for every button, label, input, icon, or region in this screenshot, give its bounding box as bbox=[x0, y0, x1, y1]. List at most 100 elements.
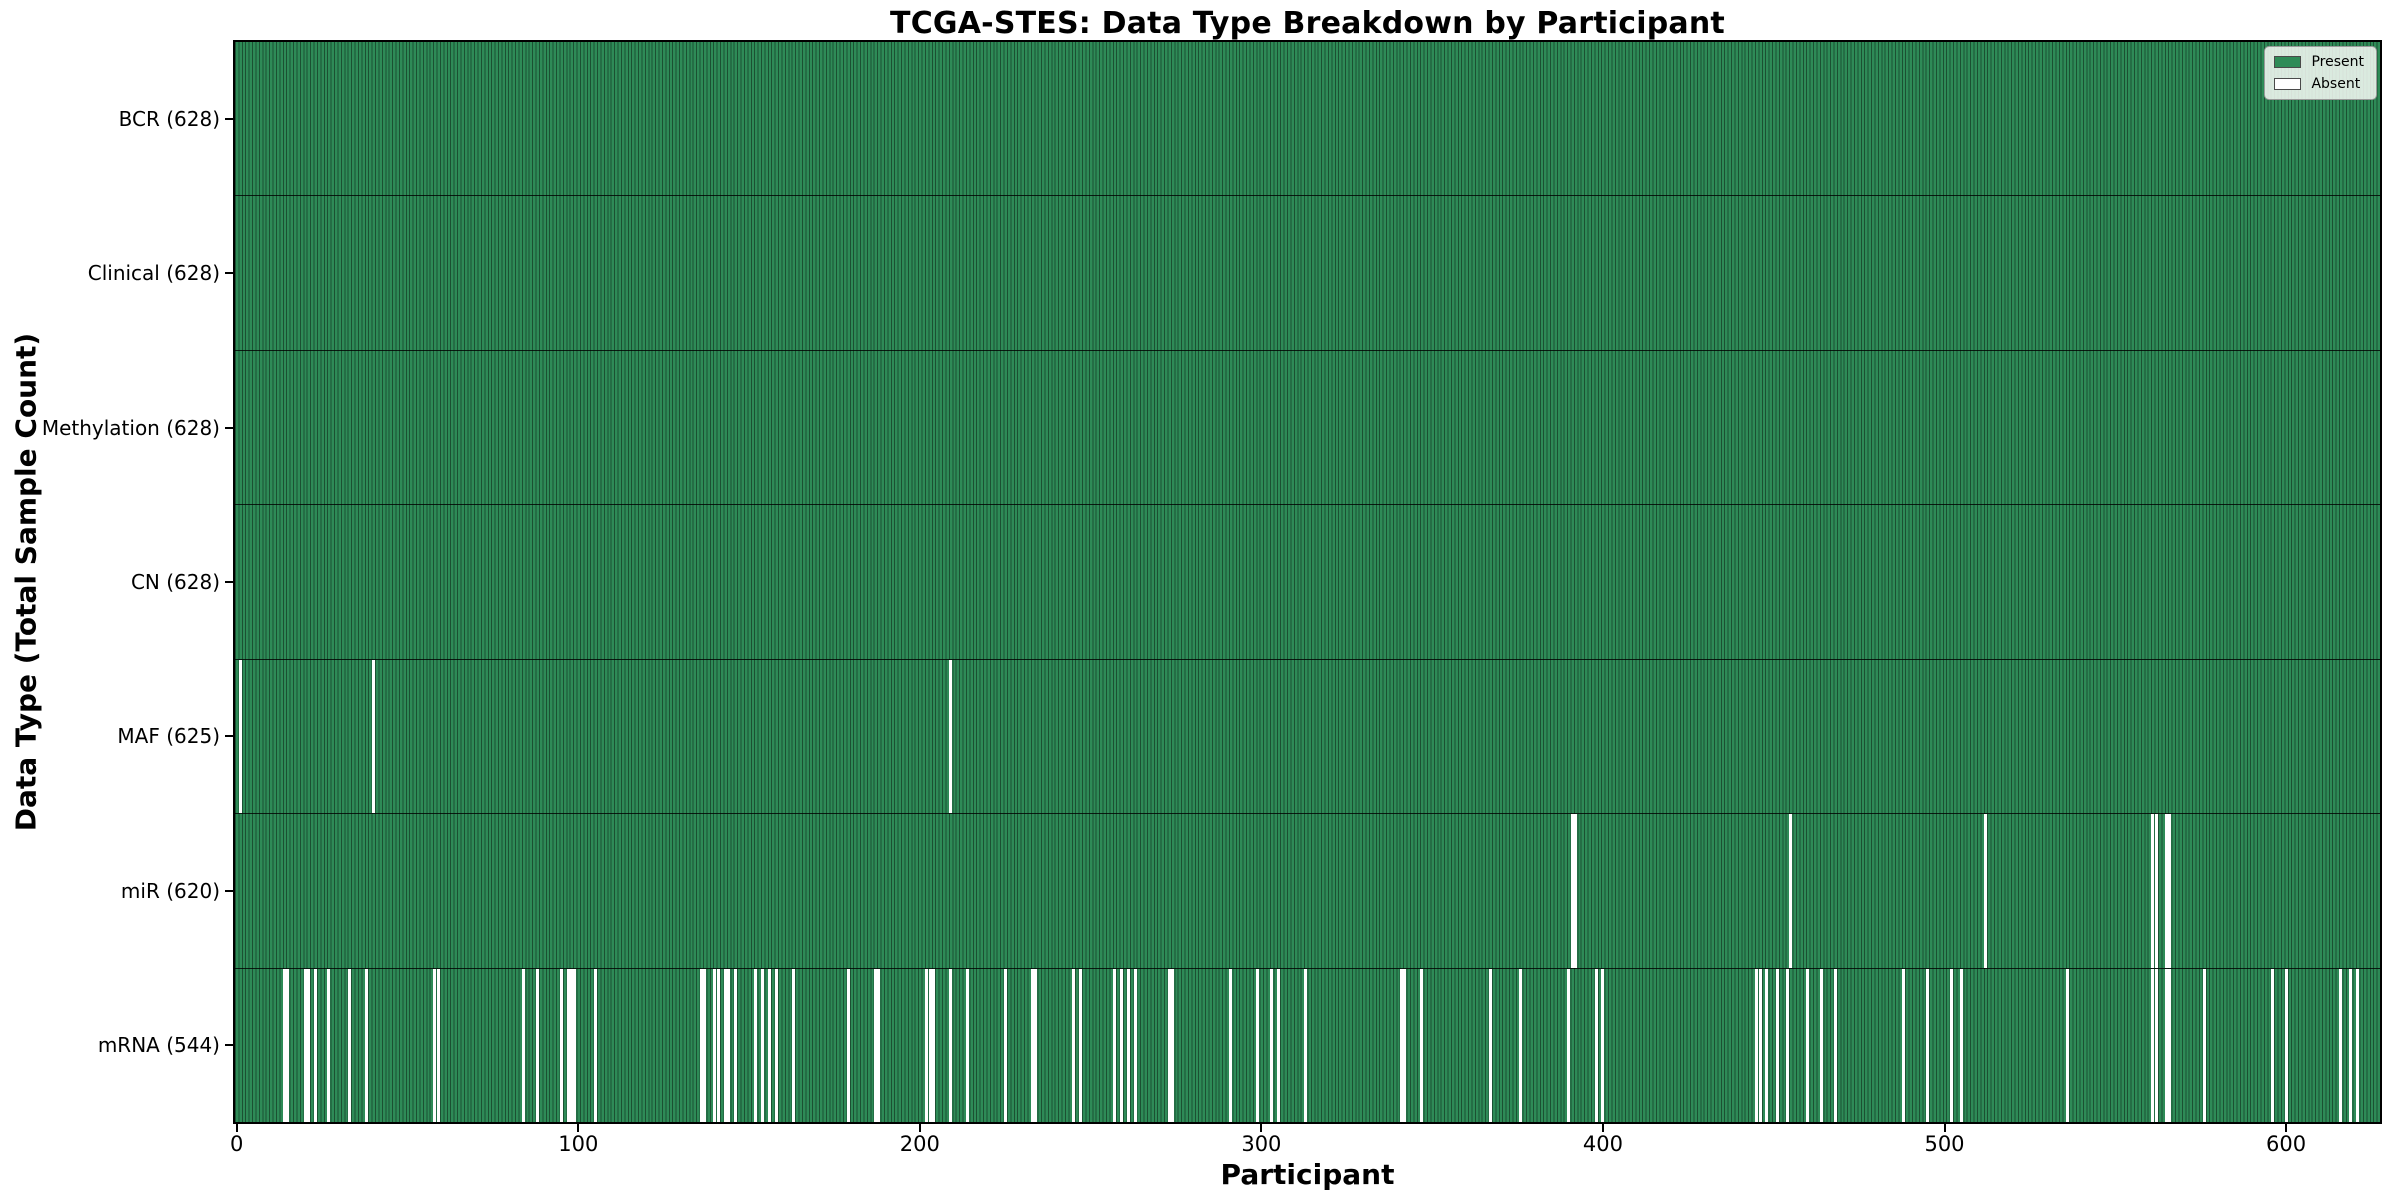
absent-marker bbox=[1078, 968, 1082, 1122]
absent-marker bbox=[877, 968, 881, 1122]
absent-marker bbox=[2168, 814, 2172, 968]
absent-marker bbox=[727, 968, 731, 1122]
plot-area bbox=[233, 40, 2382, 1124]
absent-marker bbox=[2349, 968, 2353, 1122]
x-tick-mark bbox=[1601, 1124, 1604, 1132]
y-tick-mark bbox=[225, 272, 233, 275]
y-tick-label-MAF: MAF (625) bbox=[117, 724, 220, 749]
absent-marker bbox=[1171, 968, 1175, 1122]
absent-marker bbox=[238, 659, 242, 814]
row-CN bbox=[235, 504, 2380, 658]
y-tick-mark bbox=[225, 581, 233, 583]
row-Methylation bbox=[235, 349, 2380, 504]
absent-marker bbox=[2202, 968, 2206, 1122]
x-tick-label: 400 bbox=[1582, 1132, 1623, 1156]
legend: Present Absent bbox=[2264, 46, 2377, 100]
absent-marker bbox=[723, 968, 727, 1122]
absent-marker bbox=[1775, 968, 1779, 1122]
absent-marker bbox=[2339, 968, 2343, 1122]
absent-marker bbox=[966, 968, 970, 1122]
x-tick-mark bbox=[2285, 1124, 2288, 1132]
absent-marker bbox=[2270, 968, 2274, 1122]
absent-marker bbox=[1785, 968, 1789, 1122]
x-tick-label: 0 bbox=[230, 1132, 244, 1156]
absent-marker bbox=[1229, 968, 1233, 1122]
absent-marker bbox=[433, 968, 437, 1122]
absent-marker bbox=[1902, 968, 1905, 1122]
y-tick-label-miR: miR (620) bbox=[120, 878, 220, 903]
absent-marker bbox=[347, 968, 351, 1122]
absent-marker bbox=[1420, 968, 1424, 1122]
absent-marker bbox=[2151, 814, 2155, 968]
absent-marker bbox=[1113, 968, 1116, 1122]
absent-marker bbox=[1519, 968, 1523, 1122]
x-tick-label: 200 bbox=[899, 1132, 940, 1156]
absent-marker bbox=[1755, 968, 1759, 1122]
rows-container bbox=[235, 42, 2380, 1122]
absent-marker bbox=[2168, 968, 2172, 1122]
row-MAF bbox=[235, 658, 2380, 814]
absent-marker bbox=[1072, 968, 1076, 1122]
absent-marker bbox=[1574, 814, 1578, 968]
absent-marker bbox=[371, 659, 375, 814]
absent-marker bbox=[931, 968, 935, 1122]
legend-label-present: Present bbox=[2311, 54, 2364, 70]
absent-marker bbox=[873, 968, 877, 1122]
present-swatch bbox=[2274, 56, 2302, 68]
absent-marker bbox=[1594, 968, 1598, 1122]
absent-marker bbox=[559, 968, 563, 1122]
x-tick-mark bbox=[1260, 1124, 1263, 1132]
absent-marker bbox=[593, 968, 597, 1122]
absent-marker bbox=[2154, 814, 2158, 968]
absent-marker bbox=[364, 968, 368, 1122]
absent-marker bbox=[1256, 968, 1260, 1122]
x-axis-label: Participant bbox=[1220, 1158, 1395, 1191]
absent-marker bbox=[1949, 968, 1953, 1122]
y-tick-mark bbox=[225, 1043, 233, 1046]
absent-marker bbox=[306, 968, 310, 1122]
absent-marker bbox=[283, 968, 287, 1122]
absent-marker bbox=[566, 968, 570, 1122]
row-mRNA bbox=[235, 967, 2380, 1122]
absent-marker bbox=[733, 968, 737, 1122]
absent-swatch bbox=[2274, 78, 2302, 90]
absent-marker bbox=[774, 968, 778, 1122]
absent-marker bbox=[2154, 968, 2158, 1122]
absent-marker bbox=[436, 968, 440, 1122]
y-tick-label-BCR: BCR (628) bbox=[118, 107, 220, 132]
absent-marker bbox=[1789, 814, 1793, 968]
legend-label-absent: Absent bbox=[2311, 76, 2361, 92]
absent-marker bbox=[1806, 968, 1810, 1122]
absent-marker bbox=[1960, 968, 1964, 1122]
row-BCR bbox=[235, 42, 2380, 195]
absent-marker bbox=[1126, 968, 1130, 1122]
absent-marker bbox=[768, 968, 772, 1122]
absent-marker bbox=[925, 968, 929, 1122]
absent-marker bbox=[327, 968, 331, 1122]
y-tick-mark bbox=[225, 735, 233, 738]
absent-marker bbox=[1304, 968, 1308, 1122]
y-tick-label-Methylation: Methylation (628) bbox=[41, 415, 220, 440]
x-tick-label: 100 bbox=[558, 1132, 599, 1156]
absent-marker bbox=[522, 968, 526, 1122]
absent-marker bbox=[1276, 968, 1280, 1122]
row-miR bbox=[235, 813, 2380, 968]
absent-marker bbox=[1034, 968, 1038, 1122]
absent-marker bbox=[754, 968, 758, 1122]
x-tick-mark bbox=[918, 1124, 921, 1132]
absent-marker bbox=[761, 968, 765, 1122]
absent-marker bbox=[535, 968, 539, 1122]
absent-marker bbox=[1403, 968, 1407, 1122]
absent-marker bbox=[2065, 968, 2069, 1122]
legend-entry-present: Present bbox=[2274, 54, 2364, 70]
absent-marker bbox=[303, 968, 307, 1122]
y-tick-label-mRNA: mRNA (544) bbox=[97, 1032, 220, 1057]
absent-marker bbox=[703, 968, 707, 1122]
absent-marker bbox=[1003, 968, 1007, 1122]
absent-marker bbox=[286, 968, 290, 1122]
absent-marker bbox=[928, 968, 932, 1122]
absent-marker bbox=[2151, 968, 2155, 1122]
absent-marker bbox=[1270, 968, 1274, 1122]
absent-marker bbox=[1399, 968, 1403, 1122]
